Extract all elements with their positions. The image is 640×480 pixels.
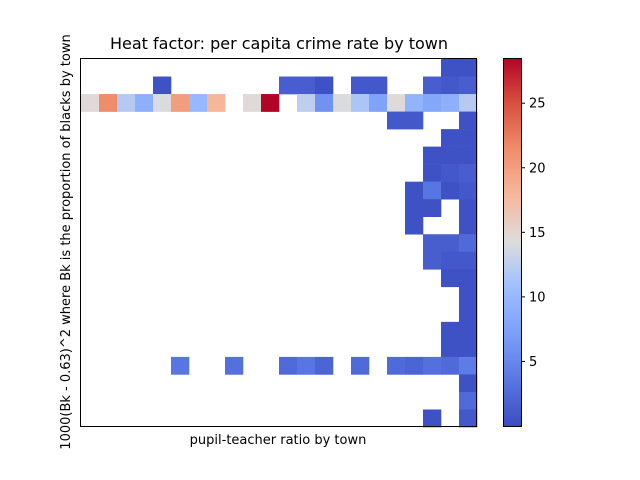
heatmap-cell <box>117 94 136 112</box>
colorbar-tick-label: 5 <box>529 355 537 370</box>
colorbar-tick-label: 25 <box>529 97 546 112</box>
heatmap-cell <box>459 181 478 200</box>
colorbar-frame <box>503 58 522 427</box>
heatmap-cell <box>459 339 478 358</box>
heatmap-cell <box>369 76 388 95</box>
heatmap-cell <box>369 94 388 112</box>
heatmap-cell <box>459 374 478 393</box>
heatmap-cell <box>423 199 442 218</box>
colorbar-tick-label: 20 <box>529 161 546 176</box>
heatmap-cell <box>153 76 172 95</box>
heatmap-cell <box>315 356 334 375</box>
heatmap-cell <box>225 356 244 375</box>
x-axis-label: pupil-teacher ratio by town <box>190 433 367 448</box>
heatmap-cell <box>261 94 280 112</box>
heatmap-cell <box>405 181 424 200</box>
heatmap-cell <box>441 76 460 95</box>
heatmap-cell <box>459 164 478 182</box>
heatmap-cell <box>423 164 442 182</box>
heatmap-cell <box>459 199 478 218</box>
heatmap-cell <box>171 356 190 375</box>
heatmap-cell <box>459 59 478 77</box>
heatmap-cell <box>99 94 118 112</box>
heatmap-cell <box>441 59 460 77</box>
heatmap-cell <box>297 94 316 112</box>
heatmap-cell <box>387 111 406 130</box>
heatmap-cell <box>459 356 478 375</box>
heatmap-cells <box>81 59 478 428</box>
colorbar: 5 10 15 20 25 <box>503 58 546 427</box>
heatmap-cell <box>423 94 442 112</box>
heatmap-cell <box>81 94 100 112</box>
heatmap-cell <box>351 94 370 112</box>
heatmap-cell <box>441 146 460 165</box>
heatmap-cell <box>405 199 424 218</box>
heatmap-cell <box>423 76 442 95</box>
heatmap-cell <box>459 94 478 112</box>
heatmap-cell <box>387 94 406 112</box>
heatmap-cell <box>423 356 442 375</box>
colorbar-tick-label: 15 <box>529 226 546 241</box>
heatmap-cell <box>459 269 478 288</box>
heatmap-cell <box>459 391 478 410</box>
heatmap-cell <box>387 356 406 375</box>
heatmap-cell <box>459 251 478 270</box>
heatmap-cell <box>441 321 460 340</box>
heatmap-cell <box>153 94 172 112</box>
heatmap-cell <box>459 304 478 323</box>
heatmap-cell <box>423 181 442 200</box>
colorbar-ticks: 5 10 15 20 25 <box>521 97 546 370</box>
heatmap-cell <box>441 269 460 288</box>
heatmap-cell <box>297 356 316 375</box>
heatmap-cell <box>441 181 460 200</box>
heatmap-cell <box>441 251 460 270</box>
colorbar-tick-label: 10 <box>529 290 546 305</box>
heatmap-cell <box>243 94 262 112</box>
heatmap-cell <box>315 76 334 95</box>
heatmap-cell <box>351 76 370 95</box>
heatmap-cell <box>459 129 478 147</box>
chart-title: Heat factor: per capita crime rate by to… <box>110 34 448 53</box>
heatmap-cell <box>405 111 424 130</box>
heatmap-cell <box>297 76 316 95</box>
heatmap-cell <box>441 164 460 182</box>
heatmap-cell <box>441 339 460 358</box>
heatmap-cell <box>459 76 478 95</box>
heatmap-cell <box>441 356 460 375</box>
heatmap-cell <box>459 146 478 165</box>
heatmap-cell <box>459 111 478 130</box>
heatmap-cell <box>459 286 478 305</box>
plot-frame <box>80 58 477 427</box>
y-axis-label: 1000(Bk - 0.63)^2 where Bk is the propor… <box>59 34 74 449</box>
heatmap-cell <box>279 76 298 95</box>
heatmap-cell <box>279 356 298 375</box>
heatmap-cell <box>171 94 190 112</box>
heatmap-cell <box>441 129 460 147</box>
heatmap-cell <box>441 234 460 253</box>
heatmap-cell <box>423 251 442 270</box>
heatmap-cell <box>315 94 334 112</box>
heatmap-cell <box>459 234 478 253</box>
heatmap-cell <box>459 409 478 428</box>
heatmap-cell <box>135 94 154 112</box>
heatmap-cell <box>405 94 424 112</box>
colorbar-gradient <box>503 58 521 426</box>
heatmap-cell <box>459 321 478 340</box>
heatmap-cell <box>423 234 442 253</box>
heatmap-cell <box>333 94 352 112</box>
heatmap-cell <box>459 216 478 235</box>
heatmap-cell <box>351 356 370 375</box>
heatmap-cell <box>423 409 442 428</box>
heatmap-cell <box>441 94 460 112</box>
heatmap-cell <box>423 146 442 165</box>
heatmap-cell <box>207 94 226 112</box>
heatmap-cell <box>405 216 424 235</box>
heatmap-cell <box>405 356 424 375</box>
heatmap-cell <box>189 94 208 112</box>
